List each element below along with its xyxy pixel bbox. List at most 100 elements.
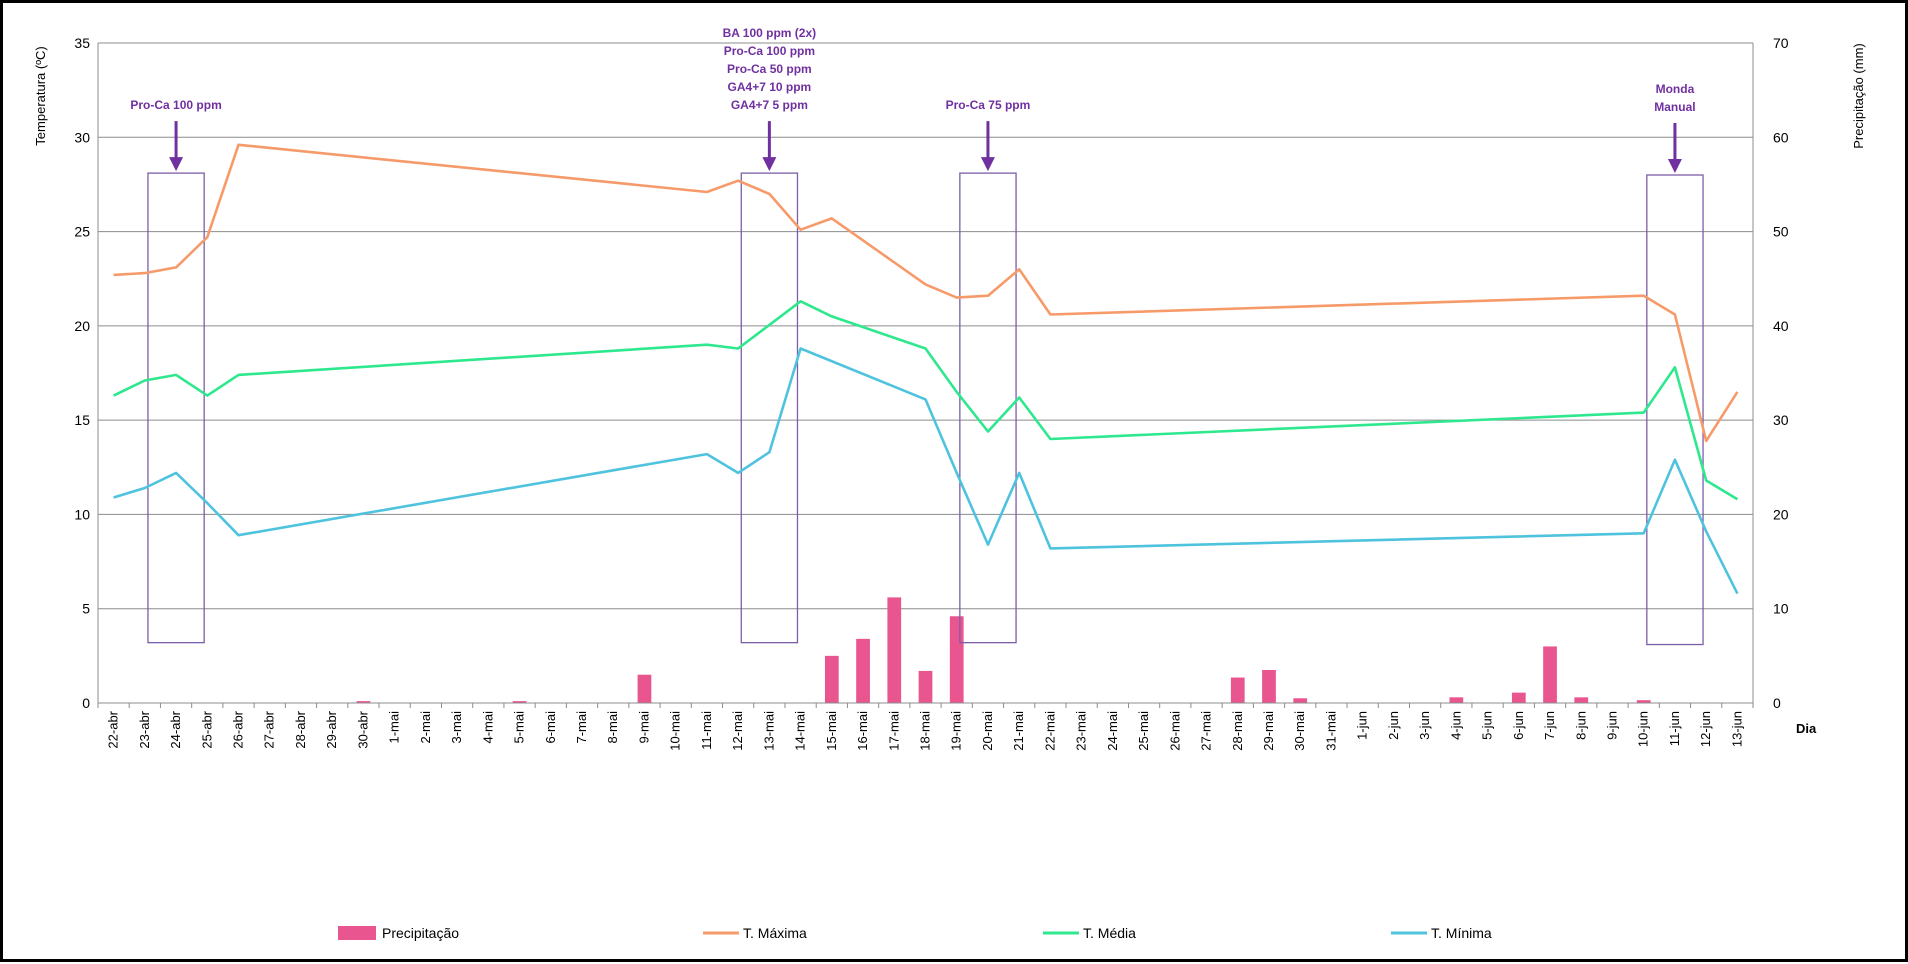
annotation-box [147,172,205,644]
annotation-text: GA4+7 10 ppm [728,80,812,94]
annotations: Pro-Ca 100 ppm BA 100 ppm (2x) Pro-Ca 100 … [130,26,1696,173]
y-right-tick-label: 10 [1773,601,1789,617]
x-tick-label: 7-jun [1542,711,1557,740]
x-tick-label: 5-mai [512,711,527,744]
x-tick-label: 13-mai [761,711,776,751]
y-axis-right-label: Precipitação (mm) [1851,43,1866,148]
annotation-arrowhead [1667,159,1682,173]
x-tick-label: 1-mai [387,711,402,744]
precipitation-bar [918,670,933,703]
annotation-text: Pro-Ca 100 ppm [724,44,815,58]
x-tick-label: 25-abr [199,710,214,748]
x-tick-label: 3-jun [1417,711,1432,740]
x-tick-label: 4-jun [1448,711,1463,740]
legend-label: T. Média [1083,925,1136,941]
precipitation-bar [637,674,652,703]
x-tick-label: 25-mai [1136,711,1151,751]
annotation-text: Pro-Ca 100 ppm [130,98,221,112]
x-tick-label: 3-mai [449,711,464,744]
x-tick-label: 8-mai [605,711,620,744]
annotation-text: GA4+7 5 ppm [731,98,808,112]
legend: Precipitação T. Máxima T. Média T. Mínima [338,925,1492,941]
legend-label: T. Máxima [743,925,807,941]
annotation-box [959,172,1017,644]
x-tick-label: 24-mai [1105,711,1120,751]
annotation-arrowhead [762,157,777,172]
annotation-text: BA 100 ppm (2x) [723,26,817,40]
legend-swatch [338,926,376,940]
x-tick-label: 22-abr [106,710,121,748]
x-tick-label: 17-mai [886,711,901,751]
precipitation-bar [356,701,371,703]
temperature-precipitation-chart: 0 5 10 15 20 25 30 35 0 10 20 30 40 50 60 70 22-abr 23-ab… [33,26,1866,941]
legend-label: T. Mínima [1431,925,1492,941]
x-tick-label: 27-mai [1199,711,1214,751]
y-right-tick-label: 70 [1773,35,1789,51]
x-tick-label: 15-mai [824,711,839,751]
y-left-tick-label: 10 [74,506,90,522]
annotation-box [1646,174,1704,646]
precipitation-bar [824,655,839,703]
x-tick-label: 24-abr [168,710,183,748]
precipitation-bars [356,597,1651,703]
x-tick-label: 11-jun [1667,711,1682,746]
x-axis-label: Dia [1796,721,1817,736]
annotation-arrowhead [980,157,995,172]
precipitation-bar [512,701,527,703]
x-tick-label: 11-mai [699,711,714,750]
x-tick-label: 23-abr [137,710,152,748]
precipitation-bar [1262,670,1276,703]
x-tick-label: 2-jun [1386,711,1401,740]
x-tick-label: 19-mai [949,711,964,751]
x-tick-label: 22-mai [1042,711,1057,751]
x-tick-label: 26-mai [1167,711,1182,751]
y-left-tick-label: 30 [74,129,90,145]
legend-label: Precipitação [382,925,459,941]
precipitation-bar [856,638,870,703]
precipitation-bar [1449,697,1464,703]
precipitation-bar [1293,698,1308,703]
y-left-tick-label: 35 [74,35,90,51]
series-line [113,347,1739,595]
x-tick-label: 9-mai [636,711,651,744]
precipitation-bar [887,597,902,703]
y-right-tick-label: 20 [1773,506,1789,522]
x-tick-label: 4-mai [480,711,495,744]
x-tick-label: 7-mai [574,711,589,744]
y-right-tick-label: 0 [1773,695,1781,711]
precipitation-bar [1636,700,1651,703]
x-tick-label: 8-jun [1573,711,1588,740]
annotation-box [740,172,799,644]
y-left-tick-label: 20 [74,318,90,334]
precipitation-bar [1511,692,1526,703]
x-tick-label: 28-mai [1230,711,1245,751]
x-tick-label: 6-jun [1511,711,1526,740]
y-right-tick-label: 30 [1773,412,1789,428]
annotation-text: Pro-Ca 75 ppm [946,98,1031,112]
x-tick-label: 6-mai [543,711,558,744]
precipitation-bar [1574,697,1589,703]
precipitation-bar [949,616,964,703]
y-left-tick-label: 15 [74,412,90,428]
x-tick-label: 2-mai [418,711,433,744]
x-tick-label: 27-abr [262,710,277,748]
x-tick-label: 13-jun [1729,711,1744,747]
y-right-tick-label: 40 [1773,318,1789,334]
x-tick-label: 29-abr [324,710,339,748]
x-tick-label: 1-jun [1355,711,1370,740]
x-tick-label: 21-mai [1011,711,1026,751]
x-tick-label: 29-mai [1261,711,1276,751]
x-tick-label: 14-mai [793,711,808,751]
x-tick-label: 5-jun [1480,711,1495,740]
y-left-tick-label: 5 [82,601,90,617]
x-tick-label: 30-abr [355,710,370,748]
x-tick-label: 10-mai [668,711,683,751]
x-tick-label: 12-jun [1698,711,1713,747]
y-axis-left-label: Temperatura (ºC) [33,46,48,145]
x-tick-label: 12-mai [730,711,745,751]
annotation-arrowhead [169,157,184,172]
x-tick-label: 23-mai [1074,711,1089,751]
y-right-tick-label: 50 [1773,224,1789,240]
x-tick-label: 30-mai [1292,711,1307,751]
